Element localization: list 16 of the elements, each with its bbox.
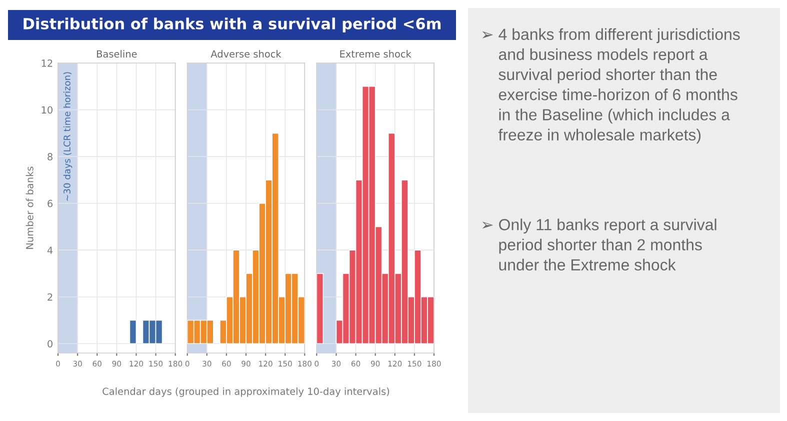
y-tick-label: 4	[47, 246, 53, 254]
y-tick-label: 8	[48, 153, 52, 160]
text: ➢ Only 11 banks report a survival period shorter than 2 months under the Extreme shock	[482, 218, 716, 271]
chart-subtitle: Baseline	[97, 50, 137, 58]
text: Distribution of banks with a survival period <6m	[24, 18, 441, 32]
y-tick-label: 0	[48, 340, 52, 348]
chart-subtitle: Adverse shock	[210, 50, 282, 58]
y-axis-title: Number of banks	[26, 166, 34, 249]
chart-subtitle: Extreme shock	[340, 50, 412, 58]
text: ➢ 4 banks from different jurisdictions and business models report a survival period shorter than the exercise time-horizon of 6 months in the Baseline (which includes a freeze in wholesale markets)	[482, 28, 740, 144]
y-tick-label: 12	[42, 59, 52, 67]
x-axis-title: Calendar days (grouped in approximately 10-day intervals)	[102, 387, 390, 397]
y-tick-label: 2	[48, 293, 52, 301]
band-label: ~30 days (LCR time horizon)	[63, 72, 72, 201]
y-tick-label: 10	[42, 106, 52, 114]
y-tick-label: 6	[48, 200, 53, 208]
